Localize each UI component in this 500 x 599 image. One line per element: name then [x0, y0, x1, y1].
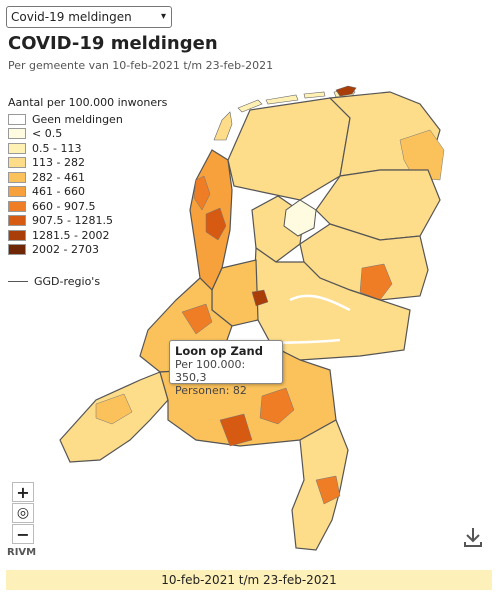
dataset-select-value: Covid-19 meldingen	[11, 10, 132, 24]
legend-ggd-label: GGD-regio's	[34, 275, 101, 288]
legend-item: 2002 - 2703	[8, 243, 167, 258]
region-utrecht-hotspot[interactable]	[251, 289, 269, 307]
region-friesland[interactable]	[227, 97, 351, 201]
tooltip-persons: Personen: 82	[175, 384, 247, 397]
tooltip-name: Loon op Zand	[175, 344, 263, 358]
river-ijssel	[289, 294, 351, 312]
legend-item: 113 - 282	[8, 156, 167, 171]
legend-label: < 0.5	[32, 127, 63, 141]
wadden-rottumeroog[interactable]	[335, 85, 357, 97]
legend-swatch	[8, 215, 26, 227]
time-slider[interactable]: 10-feb-2021 t/m 23-feb-2021	[6, 570, 492, 590]
legend-label: 0.5 - 113	[32, 141, 82, 155]
legend-label: Geen meldingen	[32, 112, 123, 126]
legend-swatch	[8, 142, 26, 154]
legend-label: 113 - 282	[32, 156, 85, 170]
legend-swatch	[8, 229, 26, 241]
attribution: RIVM	[7, 547, 37, 558]
region-zuid-holland-hotspot[interactable]	[181, 303, 213, 335]
legend-item: 461 - 660	[8, 185, 167, 200]
page-title: COVID-19 meldingen	[8, 33, 218, 54]
legend-label: 2002 - 2703	[32, 243, 99, 257]
wadden-vlieland[interactable]	[237, 99, 263, 113]
region-twente-hotspot[interactable]	[359, 263, 393, 301]
map-tooltip: Loon op Zand Per 100.000: 350,3 Personen…	[169, 340, 283, 397]
wadden-texel[interactable]	[213, 111, 233, 141]
wadden-ameland[interactable]	[303, 91, 326, 99]
region-noord-holland-west[interactable]	[193, 175, 211, 211]
legend-item: < 0.5	[8, 127, 167, 142]
legend-swatch	[8, 113, 26, 125]
legend-swatch	[8, 157, 26, 169]
region-brabant-hotspot-b[interactable]	[219, 413, 253, 447]
legend-swatch	[8, 186, 26, 198]
legend-swatch	[8, 128, 26, 140]
legend-label: 907.5 - 1281.5	[32, 214, 113, 228]
dataset-select[interactable]: Covid-19 meldingen ▾	[6, 6, 172, 28]
legend: Aantal per 100.000 inwoners Geen melding…	[8, 96, 167, 257]
legend-item: 907.5 - 1281.5	[8, 214, 167, 229]
legend-label: 282 - 461	[32, 170, 85, 184]
ggd-line-swatch	[8, 281, 28, 282]
legend-item: 660 - 907.5	[8, 199, 167, 214]
legend-item: 1281.5 - 2002	[8, 228, 167, 243]
region-gelderland[interactable]	[253, 246, 411, 361]
legend-swatch	[8, 171, 26, 183]
legend-swatch	[8, 200, 26, 212]
page-subtitle: Per gemeente van 10-feb-2021 t/m 23-feb-…	[8, 59, 274, 72]
zoom-out-button[interactable]: −	[12, 524, 34, 544]
region-zeeland-island[interactable]	[95, 393, 133, 425]
download-icon[interactable]	[463, 526, 483, 548]
legend-item: 282 - 461	[8, 170, 167, 185]
legend-label: 1281.5 - 2002	[32, 228, 110, 242]
region-limburg-hotspot[interactable]	[315, 475, 341, 505]
legend-label: 660 - 907.5	[32, 199, 96, 213]
legend-swatch	[8, 244, 26, 256]
tooltip-per100k: Per 100.000: 350,3	[175, 358, 246, 384]
legend-item: 0.5 - 113	[8, 141, 167, 156]
legend-label: 461 - 660	[32, 185, 85, 199]
legend-ggd: GGD-regio's	[8, 275, 100, 288]
region-groningen-east[interactable]	[399, 129, 445, 181]
locate-button[interactable]: ◎	[12, 503, 34, 523]
legend-item: Geen meldingen	[8, 112, 167, 127]
zoom-in-button[interactable]: +	[12, 482, 34, 502]
legend-title: Aantal per 100.000 inwoners	[8, 96, 168, 109]
region-noord-holland-hotspot[interactable]	[205, 207, 227, 241]
wadden-terschelling[interactable]	[265, 94, 299, 105]
chevron-down-icon: ▾	[160, 11, 166, 22]
region-brabant-hotspot-a[interactable]	[259, 387, 295, 425]
